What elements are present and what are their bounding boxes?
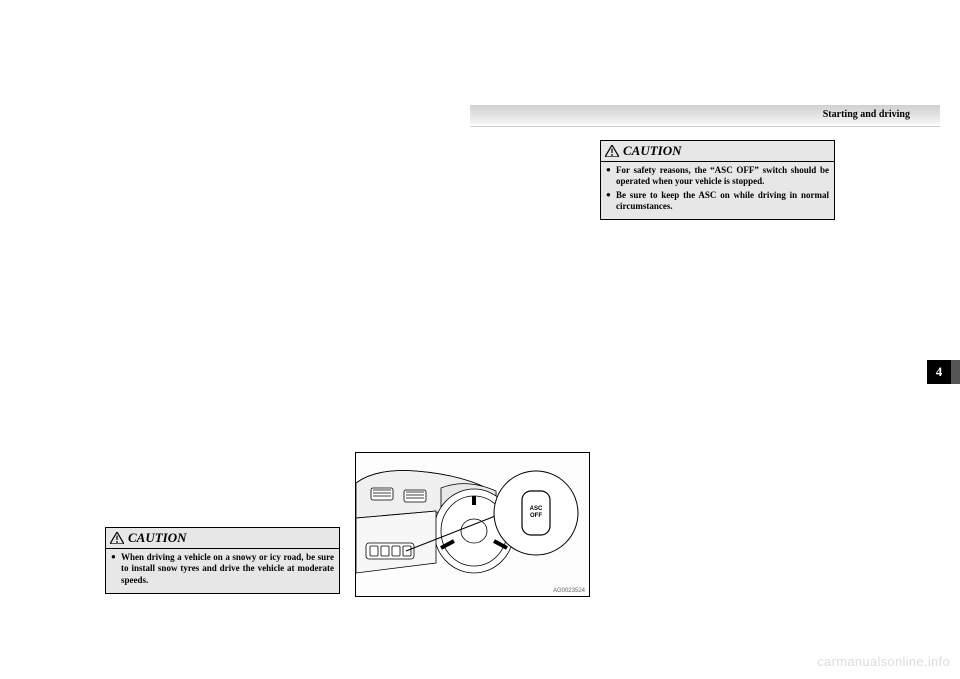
caution-item: For safety reasons, the “ASC OFF” switch… xyxy=(606,165,829,188)
caution-body: When driving a vehicle on a snowy or icy… xyxy=(106,549,339,593)
chapter-tab: 4 xyxy=(927,360,951,384)
caution-body: For safety reasons, the “ASC OFF” switch… xyxy=(601,162,834,219)
caution-box-asc: CAUTION For safety reasons, the “ASC OFF… xyxy=(600,140,835,220)
caution-title-text: CAUTION xyxy=(128,530,187,546)
asc-button-line2: OFF xyxy=(530,513,542,519)
caution-title-text: CAUTION xyxy=(623,143,682,159)
caution-title: CAUTION xyxy=(106,528,339,549)
asc-button-line1: ASC xyxy=(530,506,543,512)
caution-item: When driving a vehicle on a snowy or icy… xyxy=(111,552,334,586)
watermark: carmanualsonline.info xyxy=(817,654,950,669)
dashboard-illustration: ASC OFF xyxy=(356,453,590,597)
caution-box-tyres: CAUTION When driving a vehicle on a snow… xyxy=(105,527,340,594)
manual-page: Starting and driving 4 CAUTION When driv… xyxy=(0,0,960,679)
figure-label: AG0023524 xyxy=(553,588,585,594)
warning-icon xyxy=(605,145,619,157)
caution-title: CAUTION xyxy=(601,141,834,162)
header-band: Starting and driving xyxy=(470,105,940,127)
warning-icon xyxy=(110,532,124,544)
tab-edge xyxy=(951,360,960,384)
dashboard-figure: ASC OFF AG0023524 xyxy=(355,452,590,597)
caution-item: Be sure to keep the ASC on while driving… xyxy=(606,190,829,213)
section-title: Starting and driving xyxy=(823,109,910,120)
